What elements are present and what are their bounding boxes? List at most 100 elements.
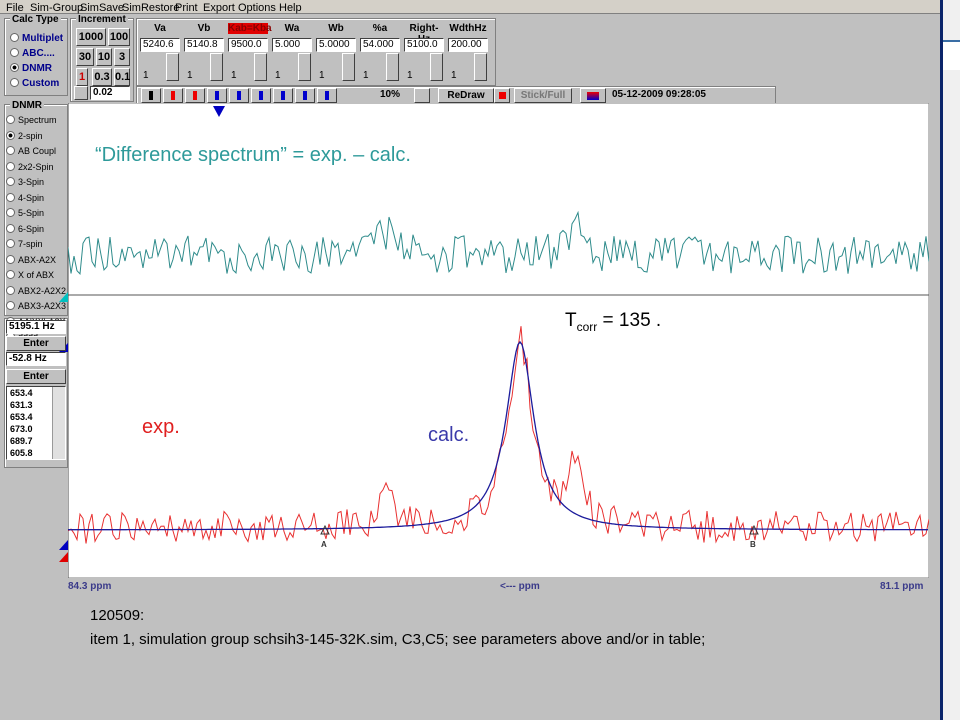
- difference-label: “Difference spectrum” = exp. – calc.: [95, 144, 411, 166]
- radio-option[interactable]: Spectrum: [6, 115, 57, 125]
- marker-a: A: [321, 540, 327, 549]
- arrow-button[interactable]: [580, 88, 606, 103]
- param-spinner[interactable]: [254, 53, 267, 81]
- radio-option[interactable]: ABX2-A2X2: [6, 286, 66, 296]
- tool-button[interactable]: [185, 88, 205, 103]
- radio-option[interactable]: Multiplet: [10, 33, 63, 44]
- param-value[interactable]: 5240.6: [140, 38, 180, 52]
- stop-button[interactable]: [494, 88, 510, 103]
- caption-line: item 1, simulation group schsih3-145-32K…: [90, 631, 706, 648]
- peak-list-item: 631.3: [10, 400, 33, 410]
- increment-button[interactable]: 100: [108, 28, 130, 46]
- spectrum-view: “Difference spectrum” = exp. – calc. Tcor…: [68, 103, 929, 578]
- radio-option[interactable]: 4-Spin: [6, 193, 44, 203]
- param-spinner[interactable]: [386, 53, 399, 81]
- radio-option[interactable]: 5-Spin: [6, 208, 44, 218]
- radio-option[interactable]: 7-spin: [6, 239, 43, 249]
- radio-option[interactable]: 2x2-Spin: [6, 162, 54, 172]
- radio-option[interactable]: 2-spin: [6, 131, 43, 141]
- tool-button[interactable]: [273, 88, 293, 103]
- axis-label: <--- ppm: [500, 581, 540, 592]
- param-step: 1: [275, 70, 281, 81]
- marker-b-triangle: [749, 524, 759, 535]
- tool-button[interactable]: [317, 88, 337, 103]
- param-label: Va: [154, 23, 166, 34]
- menu-item[interactable]: SimRestore: [122, 2, 180, 14]
- param-value[interactable]: 200.00: [448, 38, 488, 52]
- tool-button[interactable]: [251, 88, 271, 103]
- radio-option[interactable]: DNMR: [10, 63, 52, 74]
- menu-item[interactable]: Print: [175, 2, 198, 14]
- enter-button[interactable]: Enter: [6, 369, 66, 384]
- param-value[interactable]: 5.000: [272, 38, 312, 52]
- param-spinner[interactable]: [342, 53, 355, 81]
- param-value[interactable]: 5100.0: [404, 38, 444, 52]
- radio-option[interactable]: ABX3-A2X3: [6, 301, 66, 311]
- param-step: 1: [187, 70, 193, 81]
- tcorr-main: T: [565, 310, 577, 331]
- tool-button[interactable]: [229, 88, 249, 103]
- panel-title: Calc Type: [10, 14, 61, 25]
- param-label: Wb: [328, 23, 344, 34]
- radio-option[interactable]: Custom: [10, 78, 59, 89]
- param-step: 1: [363, 70, 369, 81]
- freq-value[interactable]: -52.8 Hz: [6, 352, 66, 366]
- param-spinner[interactable]: [474, 53, 487, 81]
- peak-list-scrollbar[interactable]: [52, 387, 65, 459]
- tool-button[interactable]: [141, 88, 161, 103]
- spectrum-background: [68, 103, 929, 578]
- param-label: %a: [372, 23, 388, 34]
- peak-list-item: 653.4: [10, 388, 33, 398]
- param-spinner[interactable]: [298, 53, 311, 81]
- background-window: [943, 0, 960, 720]
- menu-bar: [0, 0, 942, 14]
- increment-button[interactable]: 1: [76, 68, 88, 86]
- radio-option[interactable]: 6-Spin: [6, 224, 44, 234]
- increment-button[interactable]: 0.1: [114, 68, 130, 86]
- tcorr-sub: corr: [577, 320, 598, 334]
- param-value[interactable]: 5140.8: [184, 38, 224, 52]
- redraw-button[interactable]: ReDraw: [438, 88, 494, 103]
- increment-button[interactable]: 0.3: [92, 68, 112, 86]
- radio-option[interactable]: ABC....: [10, 48, 55, 59]
- red-marker: [59, 552, 68, 562]
- param-step: 1: [231, 70, 237, 81]
- increment-step[interactable]: 0.02: [90, 86, 130, 100]
- radio-option[interactable]: 3-Spin: [6, 177, 44, 187]
- increment-button[interactable]: 1000: [76, 28, 106, 46]
- menu-item[interactable]: File: [6, 2, 24, 14]
- menu-item[interactable]: Options: [238, 2, 276, 14]
- tool-button[interactable]: [163, 88, 183, 103]
- param-value[interactable]: 5.0000: [316, 38, 356, 52]
- radio-option[interactable]: AB Coupl: [6, 146, 56, 156]
- peak-list-item: 653.4: [10, 412, 33, 422]
- tool-button[interactable]: [207, 88, 227, 103]
- menu-item[interactable]: Sim-Group: [30, 2, 84, 14]
- param-step: 1: [407, 70, 413, 81]
- param-spinner[interactable]: [210, 53, 223, 81]
- stick-full-button[interactable]: Stick/Full: [514, 88, 572, 103]
- freq-value[interactable]: 5195.1 Hz: [6, 320, 66, 334]
- exp-label: exp.: [142, 416, 180, 438]
- param-value[interactable]: 9500.0: [228, 38, 268, 52]
- param-value[interactable]: 54.000: [360, 38, 400, 52]
- param-spinner[interactable]: [166, 53, 179, 81]
- menu-item[interactable]: SimSave: [80, 2, 125, 14]
- increment-button[interactable]: 3: [114, 48, 130, 66]
- enter-button[interactable]: Enter: [6, 336, 66, 351]
- increment-button[interactable]: 30: [76, 48, 94, 66]
- zoom-toggle[interactable]: [414, 88, 430, 103]
- radio-option[interactable]: X of ABX: [6, 270, 54, 280]
- axis-label: 84.3 ppm: [68, 581, 112, 592]
- zoom-label[interactable]: 10%: [370, 88, 410, 103]
- menu-item[interactable]: Export: [203, 2, 235, 14]
- radio-option[interactable]: ABX-A2X: [6, 255, 56, 265]
- forward-button[interactable]: [74, 86, 88, 100]
- menu-item[interactable]: Help: [279, 2, 302, 14]
- tool-button[interactable]: [295, 88, 315, 103]
- params-panel: [136, 18, 496, 86]
- marker-b: B: [750, 540, 756, 549]
- increment-button[interactable]: 10: [96, 48, 112, 66]
- param-spinner[interactable]: [430, 53, 443, 81]
